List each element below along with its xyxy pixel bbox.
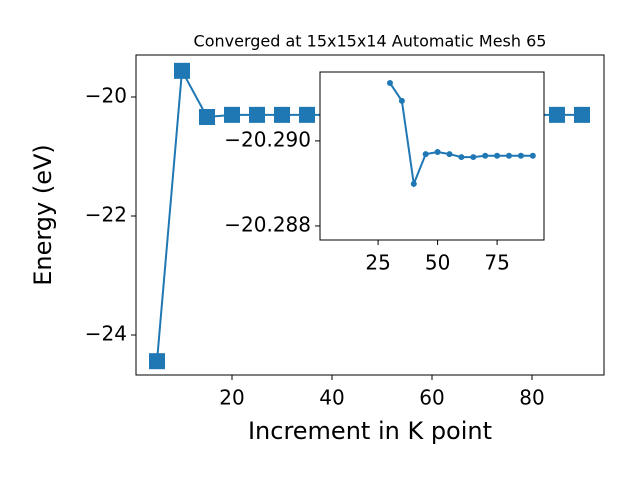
data-marker (458, 154, 465, 161)
data-marker (299, 106, 315, 123)
data-marker (529, 152, 536, 159)
data-marker (274, 106, 290, 123)
plot-layer (386, 80, 536, 188)
x-axis-label: Increment in K point (248, 417, 492, 445)
data-marker (174, 62, 190, 79)
x-tick-label: 60 (419, 386, 444, 410)
data-marker (446, 151, 453, 158)
y-tick-label: −20.290 (224, 127, 311, 151)
data-marker (434, 148, 441, 155)
data-marker (398, 97, 405, 104)
chart-title: Converged at 15x15x14 Automatic Mesh 65 (194, 32, 547, 51)
data-marker (224, 106, 240, 123)
x-tick-label: 50 (425, 251, 450, 275)
x-tick-label: 80 (519, 386, 544, 410)
data-marker (574, 106, 590, 123)
data-marker (482, 152, 489, 159)
y-tick-label: −24 (85, 322, 127, 346)
data-marker (149, 353, 165, 370)
data-marker (549, 106, 565, 123)
x-tick-label: 25 (365, 251, 390, 275)
y-tick-label: −22 (85, 203, 127, 227)
data-marker (470, 154, 477, 161)
x-tick-label: 20 (219, 386, 244, 410)
axes-frame (135, 54, 605, 376)
x-tick-label: 75 (484, 251, 509, 275)
data-marker (422, 151, 429, 158)
x-tick-label: 40 (319, 386, 344, 410)
y-tick-label: −20.288 (224, 212, 311, 236)
y-tick-label: −20 (85, 84, 127, 108)
data-marker (410, 180, 417, 187)
data-marker (199, 109, 215, 126)
y-axis-label: Energy (eV) (29, 144, 57, 286)
data-marker (494, 152, 501, 159)
axes-frame (319, 71, 545, 241)
data-marker (249, 106, 265, 123)
data-marker (386, 80, 393, 87)
data-marker (506, 152, 513, 159)
data-marker (517, 152, 524, 159)
